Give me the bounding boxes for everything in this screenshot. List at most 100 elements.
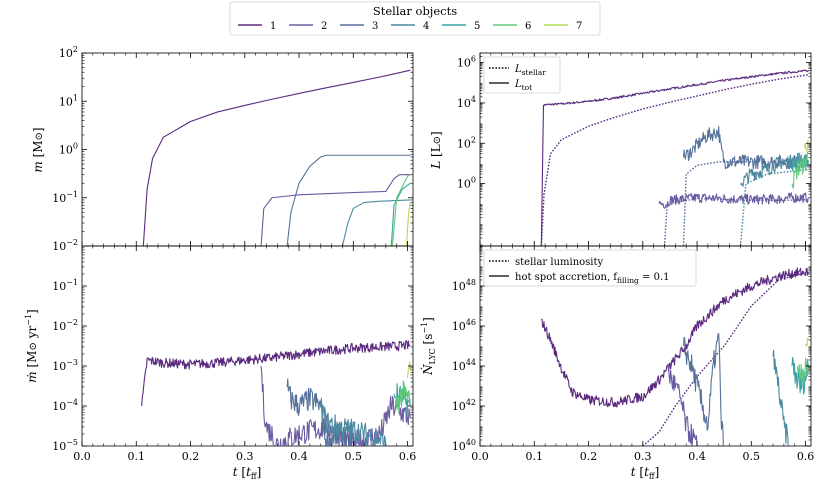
legend-entry-5: 5 [442, 21, 480, 32]
luminosity-legend: Lstellar Ltot [483, 56, 561, 94]
ionizing-xtick-label: 0.1 [526, 450, 544, 463]
ionizing-xlabel: t [tff] [631, 465, 660, 481]
accretion-series-4-line [320, 397, 387, 446]
ionizing-ytick-label: 1040 [452, 438, 476, 453]
ionizing-legend-frame [483, 249, 697, 287]
accretion-xtick-label: 0.6 [399, 450, 417, 463]
accretion-panel: 10−5 10−4 10−3 10−2 10−1 0.0 0.1 0.2 0.3 0.4 0.5 0.… [24, 245, 417, 481]
legend-label-3: 3 [372, 21, 378, 32]
accretion-series-2-line [260, 365, 411, 446]
luminosity-series-7-line [803, 139, 809, 152]
ionizing-ytick-label: 1046 [452, 318, 476, 333]
stellar-objects-legend: Stellar objects 1 2 3 4 5 6 7 [229, 1, 601, 36]
mass-series-7-line [405, 202, 411, 246]
accretion-ylabel: ṁ [M⊙ yr−1] [24, 309, 39, 382]
luminosity-ytick-label: 100 [457, 176, 476, 191]
legend-label-5: 5 [474, 21, 480, 32]
ionizing-legend: stellar luminosity hot spot accretion, ff… [483, 249, 697, 287]
ionizing-series-4-line [772, 349, 790, 446]
legend-label-6: 6 [525, 21, 531, 32]
luminosity-legend-label: Ltot [514, 79, 532, 92]
luminosity-ytick-label: 102 [457, 135, 476, 150]
luminosity-series-3-dotted-line [682, 161, 809, 246]
luminosity-legend-frame [483, 56, 561, 94]
legend-entry-6: 6 [493, 21, 531, 32]
ionizing-legend-label: stellar luminosity [515, 257, 604, 268]
ionizing-series-6-line [796, 357, 809, 384]
luminosity-series-2-dotted-line [663, 197, 809, 246]
mass-series-2-line [260, 174, 411, 246]
ionizing-series-3-line [682, 333, 725, 446]
mass-ytick-label: 100 [59, 142, 78, 157]
accretion-xtick-label: 0.0 [73, 450, 91, 463]
accretion-xtick-label: 0.1 [128, 450, 146, 463]
luminosity-legend-label: Lstellar [514, 64, 546, 77]
accretion-ytick-label: 10−3 [52, 358, 78, 373]
ionizing-xtick-label: 0.6 [797, 450, 815, 463]
luminosity-series-3-line [682, 125, 809, 170]
accretion-series-7-line [407, 361, 411, 379]
accretion-ytick-label: 10−2 [52, 318, 78, 333]
luminosity-series-4-line [739, 154, 809, 187]
mass-ylabel: m [M⊙] [31, 127, 45, 172]
legend-entry-1: 1 [238, 21, 276, 32]
legend-label-1: 1 [270, 21, 276, 32]
accretion-ytick-label: 10−1 [52, 278, 78, 293]
accretion-xtick-label: 0.5 [345, 450, 363, 463]
ionizing-panel: 1040 1042 1044 1046 1048 0.0 0.1 0.2 0.3 0.4 0.5 0.… [419, 245, 815, 481]
legend-label-4: 4 [423, 21, 429, 32]
accretion-xtick-label: 0.2 [182, 450, 200, 463]
legend-entry-3: 3 [340, 21, 378, 32]
mass-axes-frame [81, 52, 414, 247]
mass-series-6-line [391, 174, 411, 246]
legend-entry-7: 7 [544, 21, 582, 32]
ionizing-xtick-label: 0.0 [471, 450, 489, 463]
ionizing-xtick-label: 0.2 [580, 450, 598, 463]
accretion-ytick-label: 10−5 [52, 438, 78, 453]
mass-ytick-label: 101 [59, 93, 78, 108]
luminosity-series-2-line [658, 192, 809, 209]
accretion-axes-frame [81, 245, 414, 447]
ionizing-ytick-label: 1044 [452, 358, 476, 373]
legend-frame [229, 1, 601, 36]
accretion-xtick-label: 0.4 [290, 450, 308, 463]
accretion-ytick-label: 10−4 [52, 398, 78, 413]
legend-entry-2: 2 [289, 21, 327, 32]
legend-label-2: 2 [321, 21, 327, 32]
luminosity-ytick-label: 106 [457, 55, 476, 70]
ionizing-axes-frame [479, 245, 812, 447]
ionizing-xtick-label: 0.4 [688, 450, 706, 463]
accretion-xlabel: t [tff] [233, 465, 262, 481]
ionizing-series-7-line [805, 337, 809, 347]
mass-series-4-line [341, 199, 411, 246]
mass-panel: 10−2 10−1 100 101 102 m [M⊙] [31, 45, 414, 253]
mass-ytick-label: 10−1 [52, 190, 78, 205]
accretion-series-6-line [395, 380, 411, 414]
mass-series-5-line [390, 182, 411, 246]
accretion-xtick-label: 0.3 [236, 450, 254, 463]
ionizing-series-1-dotted-line [642, 271, 809, 446]
mass-ytick-label: 10−2 [52, 238, 78, 253]
ionizing-series-1-line [540, 267, 809, 408]
luminosity-series-6-line [791, 151, 809, 189]
legend-label-7: 7 [576, 21, 582, 32]
ionizing-ytick-label: 1048 [452, 278, 476, 293]
mass-ytick-label: 102 [59, 45, 78, 60]
luminosity-series-1-line [540, 69, 809, 246]
ionizing-series-5-line [791, 356, 809, 395]
ionizing-xtick-label: 0.3 [634, 450, 652, 463]
luminosity-ytick-label: 104 [457, 95, 476, 110]
luminosity-panel: 100 102 104 106 L [L⊙] Lstellar Ltot [429, 52, 812, 247]
luminosity-series-1-dotted-line [540, 74, 809, 246]
ionizing-series-2-line [666, 363, 698, 446]
legend-title: Stellar objects [373, 4, 457, 18]
ionizing-ylabel: ṄLYC [s−1] [419, 317, 437, 376]
ionizing-ytick-label: 1042 [452, 398, 476, 413]
mass-series-3-line [286, 154, 411, 246]
ionizing-legend-label: hot spot accretion, ffilling = 0.1 [515, 272, 670, 285]
legend-entry-4: 4 [391, 21, 429, 32]
luminosity-series-4-dotted-line [739, 168, 809, 246]
mass-series-1-line [142, 69, 411, 246]
ionizing-xtick-label: 0.5 [743, 450, 761, 463]
